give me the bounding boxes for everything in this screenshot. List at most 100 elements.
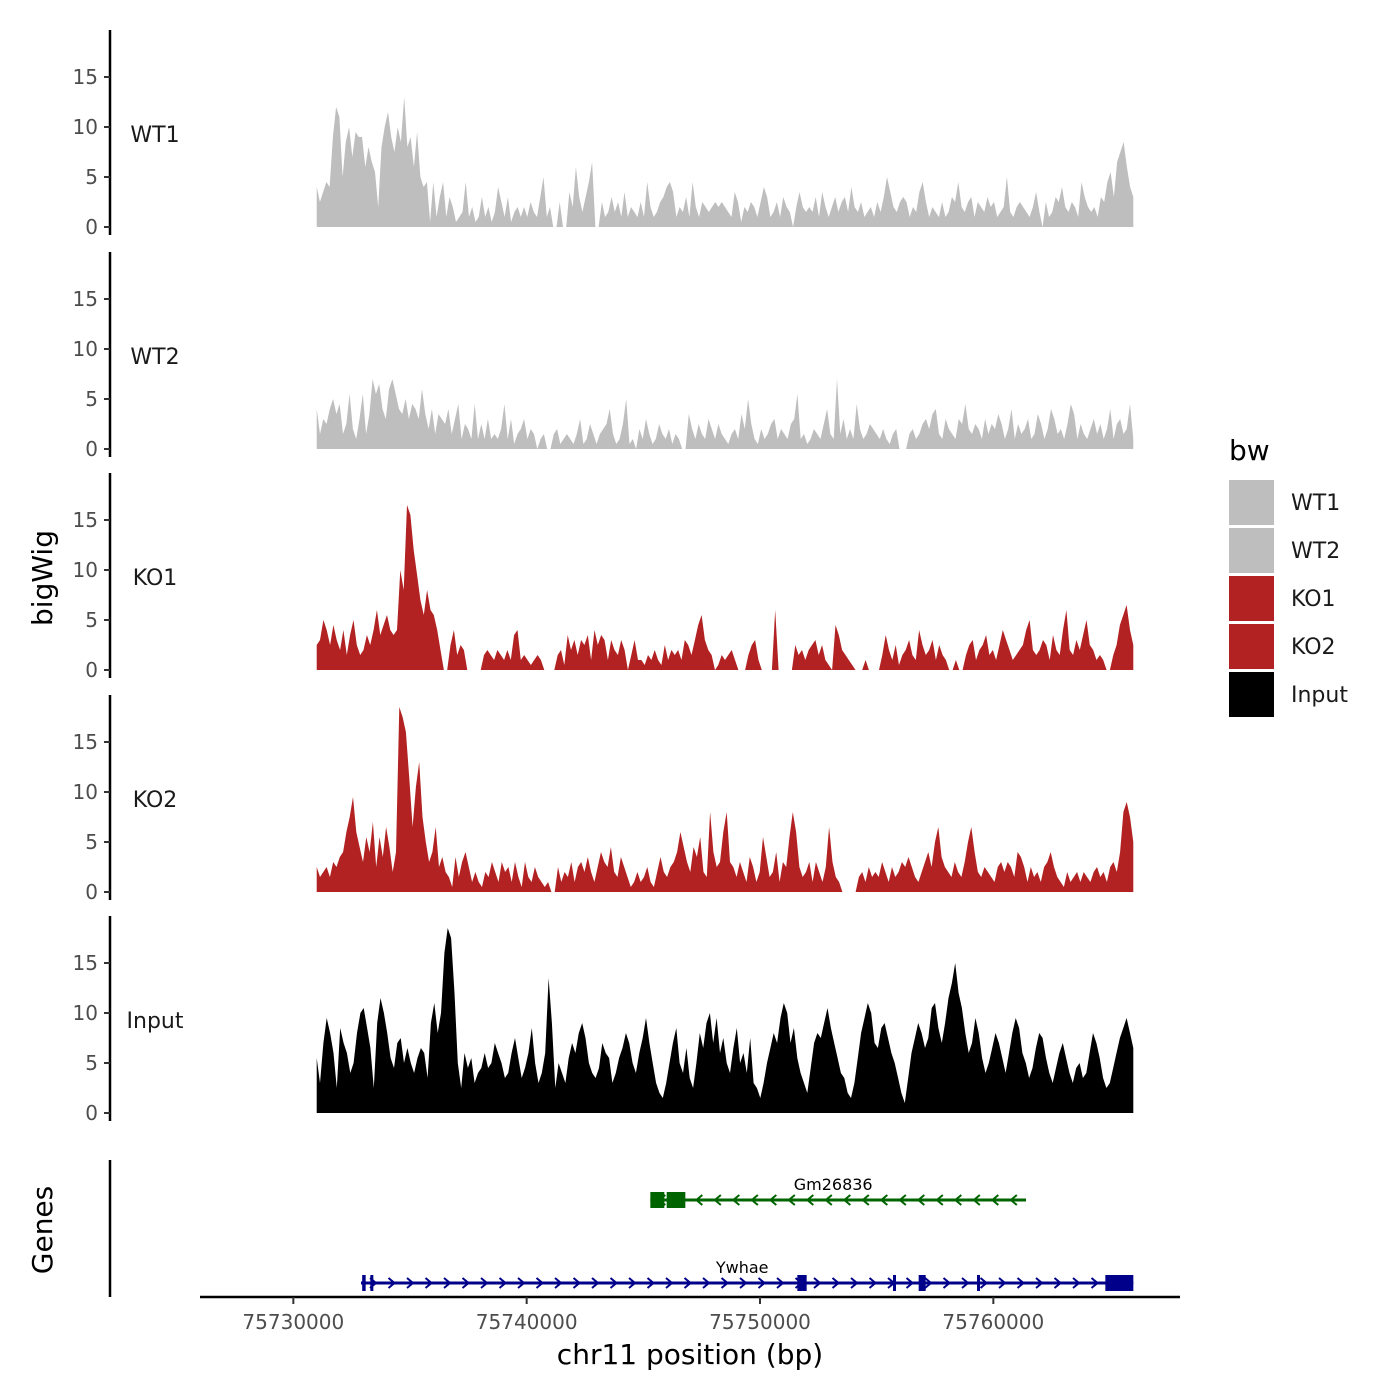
strand-arrow bbox=[731, 1194, 740, 1206]
track-wt2: 0 5 10 15 WT2 bbox=[73, 252, 1134, 461]
gene-ywhae: Ywhae bbox=[361, 1258, 1134, 1291]
track-label: WT1 bbox=[130, 123, 179, 148]
x-tick-label: 75760000 bbox=[942, 1310, 1044, 1334]
exon bbox=[362, 1275, 366, 1291]
strand-arrow bbox=[1009, 1194, 1018, 1206]
legend-label-wt2: WT2 bbox=[1291, 539, 1340, 564]
strand-arrow bbox=[1016, 1277, 1026, 1289]
legend: bw WT1 WT2 KO1 KO2 Input bbox=[1229, 434, 1348, 717]
strand-arrow bbox=[517, 1277, 526, 1289]
strand-arrow bbox=[776, 1277, 785, 1289]
strand-arrow bbox=[898, 1194, 907, 1206]
track-input: 0 5 10 15 Input bbox=[73, 916, 1134, 1125]
track-wt1: 0 5 10 15 WT1 bbox=[73, 30, 1134, 239]
signal-area-ko1 bbox=[316, 505, 1134, 670]
gene-label: Gm26836 bbox=[794, 1175, 873, 1194]
y-tick-label: 5 bbox=[85, 1051, 98, 1075]
strand-arrow bbox=[998, 1277, 1007, 1289]
x-axis: 75730000 75740000 75750000 75760000 bbox=[200, 1295, 1180, 1334]
exon bbox=[797, 1275, 807, 1291]
strand-arrow bbox=[702, 1277, 711, 1289]
legend-swatch-ko2 bbox=[1229, 624, 1274, 669]
strand-arrow bbox=[720, 1277, 730, 1289]
strand-arrow bbox=[535, 1277, 545, 1289]
genes-axis-title: Genes bbox=[26, 1186, 59, 1274]
legend-swatch-ko1 bbox=[1229, 576, 1274, 621]
strand-arrow bbox=[461, 1277, 471, 1289]
strand-arrow bbox=[805, 1194, 814, 1206]
strand-arrow bbox=[757, 1277, 767, 1289]
y-tick-label: 15 bbox=[73, 508, 98, 532]
legend-label-ko1: KO1 bbox=[1291, 587, 1336, 612]
strand-arrow bbox=[387, 1277, 397, 1289]
strand-arrow bbox=[990, 1194, 999, 1206]
legend-swatch-wt1 bbox=[1229, 480, 1274, 525]
y-tick-label: 5 bbox=[85, 608, 98, 632]
exon bbox=[893, 1275, 896, 1291]
y-axis-title: bigWig bbox=[26, 530, 59, 626]
strand-arrow bbox=[924, 1277, 933, 1289]
signal-area-wt2 bbox=[316, 379, 1134, 449]
exon bbox=[977, 1275, 980, 1291]
strand-arrow bbox=[665, 1277, 674, 1289]
y-tick-label: 15 bbox=[73, 65, 98, 89]
x-tick-label: 75750000 bbox=[709, 1310, 811, 1334]
strand-arrow bbox=[961, 1277, 970, 1289]
strand-arrow bbox=[424, 1277, 434, 1289]
track-label: KO1 bbox=[133, 566, 178, 591]
strand-arrow bbox=[498, 1277, 508, 1289]
strand-arrow bbox=[609, 1277, 619, 1289]
track-label: Input bbox=[127, 1009, 184, 1034]
strand-arrow bbox=[1072, 1277, 1081, 1289]
x-tick-label: 75730000 bbox=[242, 1310, 344, 1334]
strand-arrow bbox=[942, 1277, 952, 1289]
legend-swatch-input bbox=[1229, 672, 1274, 717]
exon bbox=[666, 1192, 686, 1208]
x-tick-label: 75740000 bbox=[476, 1310, 578, 1334]
exon bbox=[1105, 1275, 1134, 1291]
strand-arrow bbox=[813, 1277, 822, 1289]
strand-arrow bbox=[879, 1194, 888, 1206]
exon bbox=[650, 1192, 665, 1208]
strand-arrow bbox=[694, 1194, 703, 1206]
legend-title: bw bbox=[1229, 434, 1270, 467]
legend-label-input: Input bbox=[1291, 683, 1348, 708]
strand-arrow bbox=[750, 1194, 759, 1206]
gene-gm26836: Gm26836 bbox=[650, 1175, 1026, 1208]
signal-area-wt1 bbox=[316, 97, 1134, 227]
strand-arrow bbox=[406, 1277, 415, 1289]
strand-arrow bbox=[768, 1194, 777, 1206]
x-axis-title: chr11 position (bp) bbox=[557, 1338, 823, 1371]
track-ko2: 0 5 10 15 KO2 bbox=[73, 695, 1134, 904]
y-tick-label: 0 bbox=[85, 215, 98, 239]
strand-arrow bbox=[683, 1277, 693, 1289]
exon bbox=[918, 1275, 926, 1291]
strand-arrow bbox=[953, 1194, 962, 1206]
y-tick-label: 10 bbox=[73, 558, 98, 582]
legend-label-wt1: WT1 bbox=[1291, 491, 1340, 516]
strand-arrow bbox=[1035, 1277, 1044, 1289]
strand-arrow bbox=[905, 1277, 915, 1289]
strand-arrow bbox=[824, 1194, 833, 1206]
y-tick-label: 15 bbox=[73, 951, 98, 975]
signal-tracks: 0 5 10 15 WT1 0 5 10 15 WT2 0 5 10 15 KO1 0 5 10 15 KO2 0 5 10… bbox=[73, 30, 1134, 1125]
y-tick-label: 15 bbox=[73, 730, 98, 754]
legend-swatch-wt2 bbox=[1229, 528, 1274, 573]
strand-arrow bbox=[646, 1277, 656, 1289]
strand-arrow bbox=[868, 1277, 878, 1289]
y-tick-label: 0 bbox=[85, 658, 98, 682]
y-tick-label: 0 bbox=[85, 437, 98, 461]
strand-arrow bbox=[850, 1277, 859, 1289]
strand-arrow bbox=[979, 1277, 989, 1289]
y-tick-label: 10 bbox=[73, 780, 98, 804]
signal-area-input bbox=[316, 928, 1134, 1113]
strand-arrow bbox=[739, 1277, 748, 1289]
strand-arrow bbox=[861, 1194, 870, 1206]
strand-arrow bbox=[916, 1194, 925, 1206]
track-label: KO2 bbox=[133, 788, 178, 813]
y-tick-label: 5 bbox=[85, 387, 98, 411]
strand-arrow bbox=[787, 1194, 796, 1206]
y-tick-label: 0 bbox=[85, 880, 98, 904]
strand-arrow bbox=[1090, 1277, 1100, 1289]
